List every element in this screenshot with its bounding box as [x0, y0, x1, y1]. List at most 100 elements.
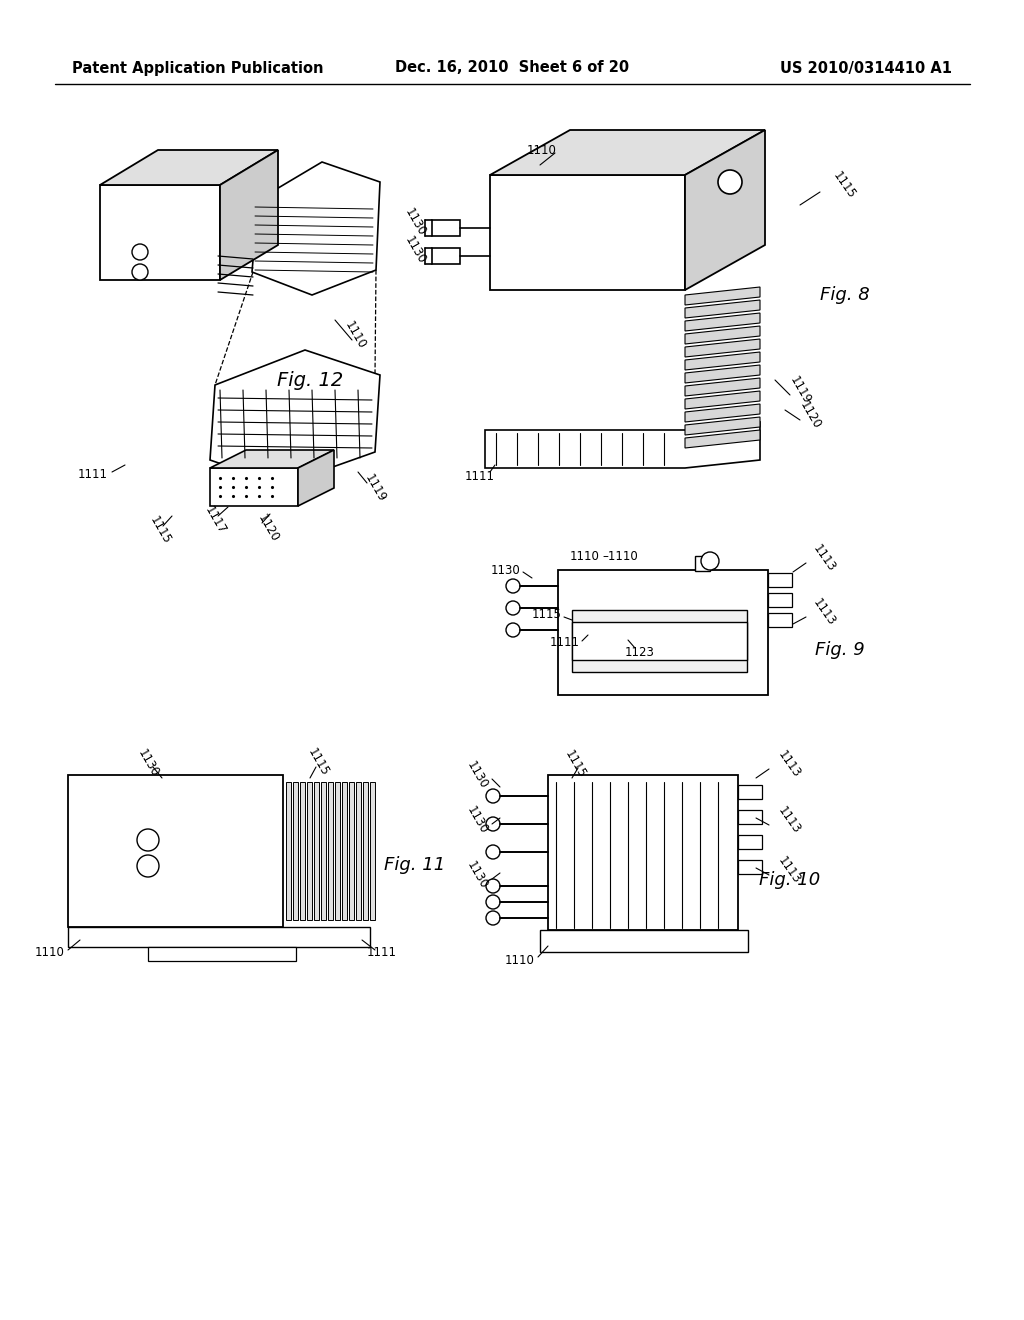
- Text: 1130: 1130: [464, 804, 490, 836]
- Text: Fig. 10: Fig. 10: [760, 871, 820, 888]
- Polygon shape: [738, 861, 762, 874]
- Text: 1110: 1110: [35, 946, 65, 960]
- Text: 1130: 1130: [135, 747, 161, 779]
- Text: 1110: 1110: [527, 144, 557, 157]
- Polygon shape: [738, 810, 762, 824]
- Polygon shape: [490, 176, 685, 290]
- Text: 1115: 1115: [532, 609, 562, 622]
- Text: 1130: 1130: [490, 564, 520, 577]
- Text: 1130: 1130: [402, 234, 428, 267]
- Text: 1119: 1119: [361, 471, 388, 504]
- Polygon shape: [100, 185, 220, 280]
- Polygon shape: [356, 781, 361, 920]
- Text: 1130: 1130: [464, 759, 490, 791]
- Text: 1120: 1120: [255, 512, 282, 544]
- Text: 1119: 1119: [786, 374, 813, 407]
- Polygon shape: [572, 610, 746, 672]
- Text: 1113: 1113: [775, 804, 803, 836]
- Polygon shape: [768, 612, 792, 627]
- Polygon shape: [695, 556, 710, 572]
- Polygon shape: [286, 781, 291, 920]
- Polygon shape: [490, 129, 765, 176]
- Text: 1130: 1130: [402, 206, 428, 238]
- Text: –1110: –1110: [602, 550, 638, 564]
- Polygon shape: [210, 469, 298, 506]
- Polygon shape: [307, 781, 312, 920]
- Text: 1113: 1113: [775, 748, 803, 780]
- Text: 1115: 1115: [146, 513, 173, 546]
- Circle shape: [506, 579, 520, 593]
- Polygon shape: [540, 931, 748, 952]
- Circle shape: [132, 244, 148, 260]
- Polygon shape: [558, 570, 768, 696]
- Polygon shape: [432, 248, 460, 264]
- Text: Fig. 12: Fig. 12: [276, 371, 343, 389]
- Text: Fig. 8: Fig. 8: [820, 286, 869, 304]
- Text: 1111: 1111: [550, 636, 580, 649]
- Circle shape: [486, 911, 500, 925]
- Polygon shape: [298, 450, 334, 506]
- Polygon shape: [572, 622, 746, 660]
- Text: 1111: 1111: [465, 470, 495, 483]
- Text: Patent Application Publication: Patent Application Publication: [72, 61, 324, 75]
- Circle shape: [132, 264, 148, 280]
- Text: 1115: 1115: [830, 169, 858, 201]
- Polygon shape: [68, 775, 283, 927]
- Polygon shape: [738, 785, 762, 799]
- Circle shape: [718, 170, 742, 194]
- Text: 1110: 1110: [342, 319, 368, 351]
- Polygon shape: [68, 927, 370, 946]
- Text: 1110: 1110: [505, 953, 535, 966]
- Polygon shape: [685, 417, 760, 436]
- Text: 1113: 1113: [775, 854, 803, 886]
- Circle shape: [486, 895, 500, 909]
- Polygon shape: [685, 339, 760, 356]
- Polygon shape: [685, 430, 760, 447]
- Text: Fig. 11: Fig. 11: [384, 855, 445, 874]
- Polygon shape: [685, 300, 760, 318]
- Polygon shape: [685, 326, 760, 345]
- Polygon shape: [685, 404, 760, 422]
- Polygon shape: [685, 129, 765, 290]
- Polygon shape: [685, 366, 760, 383]
- Text: 1117: 1117: [202, 504, 228, 536]
- Text: Fig. 9: Fig. 9: [815, 642, 865, 659]
- Polygon shape: [685, 313, 760, 331]
- Text: 1111: 1111: [78, 469, 108, 482]
- Polygon shape: [432, 220, 460, 236]
- Polygon shape: [685, 352, 760, 370]
- Text: 1113: 1113: [810, 543, 838, 574]
- Polygon shape: [738, 836, 762, 849]
- Text: 1130: 1130: [464, 859, 490, 891]
- Text: Dec. 16, 2010  Sheet 6 of 20: Dec. 16, 2010 Sheet 6 of 20: [395, 61, 629, 75]
- Polygon shape: [685, 286, 760, 305]
- Polygon shape: [321, 781, 326, 920]
- Polygon shape: [548, 775, 738, 931]
- Circle shape: [506, 601, 520, 615]
- Circle shape: [701, 552, 719, 570]
- Polygon shape: [335, 781, 340, 920]
- Polygon shape: [362, 781, 368, 920]
- Circle shape: [506, 623, 520, 638]
- Text: 1113: 1113: [810, 597, 838, 628]
- Polygon shape: [342, 781, 347, 920]
- Circle shape: [486, 845, 500, 859]
- Polygon shape: [370, 781, 375, 920]
- Polygon shape: [148, 946, 296, 961]
- Text: 1111: 1111: [367, 946, 397, 960]
- Polygon shape: [300, 781, 305, 920]
- Circle shape: [137, 855, 159, 876]
- Text: 1123: 1123: [625, 645, 655, 659]
- Text: US 2010/0314410 A1: US 2010/0314410 A1: [780, 61, 952, 75]
- Polygon shape: [100, 150, 278, 185]
- Polygon shape: [685, 378, 760, 396]
- Circle shape: [137, 829, 159, 851]
- Polygon shape: [293, 781, 298, 920]
- Text: 1110: 1110: [570, 550, 600, 564]
- Polygon shape: [685, 391, 760, 409]
- Polygon shape: [349, 781, 354, 920]
- Polygon shape: [252, 162, 380, 294]
- Text: 1115: 1115: [562, 748, 588, 780]
- Polygon shape: [210, 350, 380, 484]
- Text: 1115: 1115: [305, 746, 331, 779]
